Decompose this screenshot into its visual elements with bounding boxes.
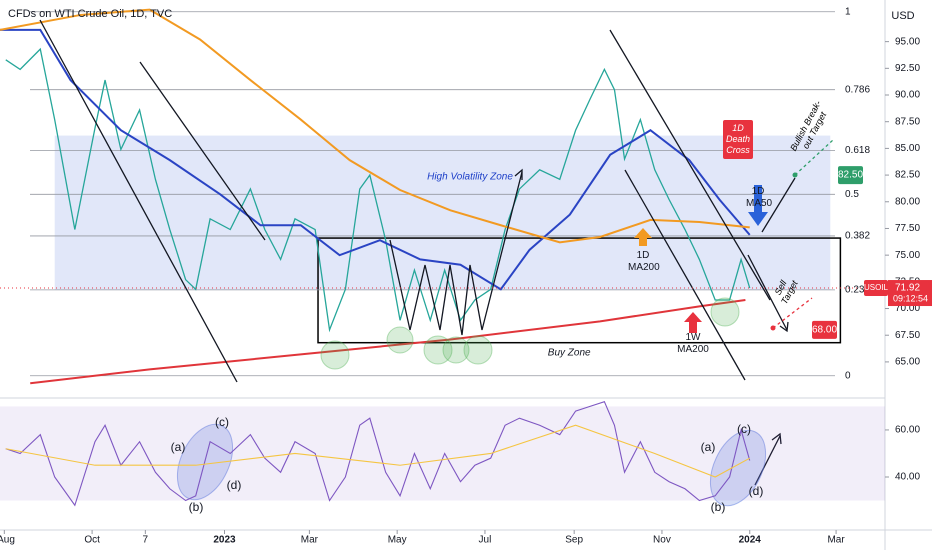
x-tick-label: Mar [827,535,845,546]
y-tick-label: 87.50 [895,116,920,127]
moving-average [0,28,751,291]
y-tick-label: 67.50 [895,330,920,341]
wave-label: (c) [737,422,751,436]
highlight-circle [320,340,350,370]
target-dot [792,172,798,178]
x-tick-label: Sep [565,535,583,546]
highlight-circle [423,335,453,365]
x-tick-label: May [388,535,407,546]
y-tick-label: 80.00 [895,196,920,207]
countdown: 09:12:54 [893,293,928,303]
last-price-label: 71.92 [895,283,920,294]
fib-label: 0 [845,370,851,381]
fib-label: 0.618 [845,145,870,156]
currency: USD [891,10,914,22]
rsi-highlights [176,423,767,507]
zigzag [389,171,523,336]
fib-label: 0.786 [845,84,870,95]
rsi-line [5,401,751,507]
fib-label: 0.5 [845,189,859,200]
channel-line [39,19,238,383]
highlight-circle [463,335,493,365]
target-dash [794,139,834,176]
arrow-head [771,432,782,445]
symbol-box [864,280,888,297]
y-tick-label: 75.00 [895,250,920,261]
fib-label: 0.236 [845,284,870,295]
arrow-head [514,168,523,180]
x-tick-label: Nov [653,535,671,546]
drawings [39,19,834,486]
y-tick-label: 82.50 [895,170,920,181]
x-tick-label: 7 [143,535,149,546]
channel-line [609,29,771,301]
wave-label: (b) [189,500,204,514]
y-tick-label: 95.00 [895,36,920,47]
rsi-tick-label: 40.00 [895,472,920,483]
zone-label: High Volatility Zone [427,172,513,183]
ma-label: 1D MA50 [746,186,773,209]
x-tick-label: Mar [301,535,319,546]
chart-title: CFDs on WTI Crude Oil, 1D, TVC [8,8,172,20]
moving-average [30,298,746,385]
zone-label: Buy Zone [548,347,591,358]
wave-label: (d) [227,478,242,492]
fib-label: 1 [845,6,851,17]
ma-label: 1D MA200 [628,250,660,273]
target-dash [772,297,813,329]
y-tick-label: 77.50 [895,223,920,234]
wave-label: (a) [701,440,716,454]
ma-label: 1W MA200 [677,332,709,355]
price-line [5,47,751,333]
wave-label: (a) [171,440,186,454]
rsi-arrow [754,435,781,486]
target-value: 82.50 [838,170,863,181]
y-tick-label: 90.00 [895,90,920,101]
last-price-box [888,280,932,307]
arrows [634,185,768,333]
x-tick-label: 2024 [739,535,762,546]
target-box [812,320,837,339]
moving-average [0,8,750,244]
zone [317,237,842,344]
buy-arrow [761,177,796,233]
y-tick-label: 70.00 [895,303,920,314]
wave-label: (b) [711,500,726,514]
target-value: 68.00 [812,325,837,336]
arrow-head [779,321,789,333]
target-dot [770,325,776,331]
highlight-circle [710,297,740,327]
rsi-ma [5,424,750,478]
x-tick-label: Aug [0,535,15,546]
highlight-circle [386,326,414,354]
symbol-label: USOIL [864,283,889,292]
rsi-tick-label: 60.00 [895,425,920,436]
x-tick-label: Jul [479,535,492,546]
zone [54,135,831,290]
wave-label: (d) [749,484,764,498]
channel-line [624,169,746,381]
y-tick-label: 85.00 [895,143,920,154]
ma50-arrow [748,185,768,226]
rsi-ellipse [709,429,767,507]
highlight-circle [442,336,470,364]
death-cross-label: 1D Death Cross [723,120,753,159]
y-tick-label: 65.00 [895,357,920,368]
ma200-arrow [634,228,652,246]
y-tick-label: 92.50 [895,63,920,74]
fib-label: 0.382 [845,231,870,242]
rsi-band [0,406,885,501]
x-tick-label: Oct [84,535,100,546]
target-box [838,166,863,185]
wave-label: (c) [215,415,229,429]
channel-line [139,61,266,241]
wma200-arrow [684,312,702,333]
highlights [320,297,740,370]
x-tick-label: 2023 [213,535,236,546]
sell-arrow [747,254,788,331]
